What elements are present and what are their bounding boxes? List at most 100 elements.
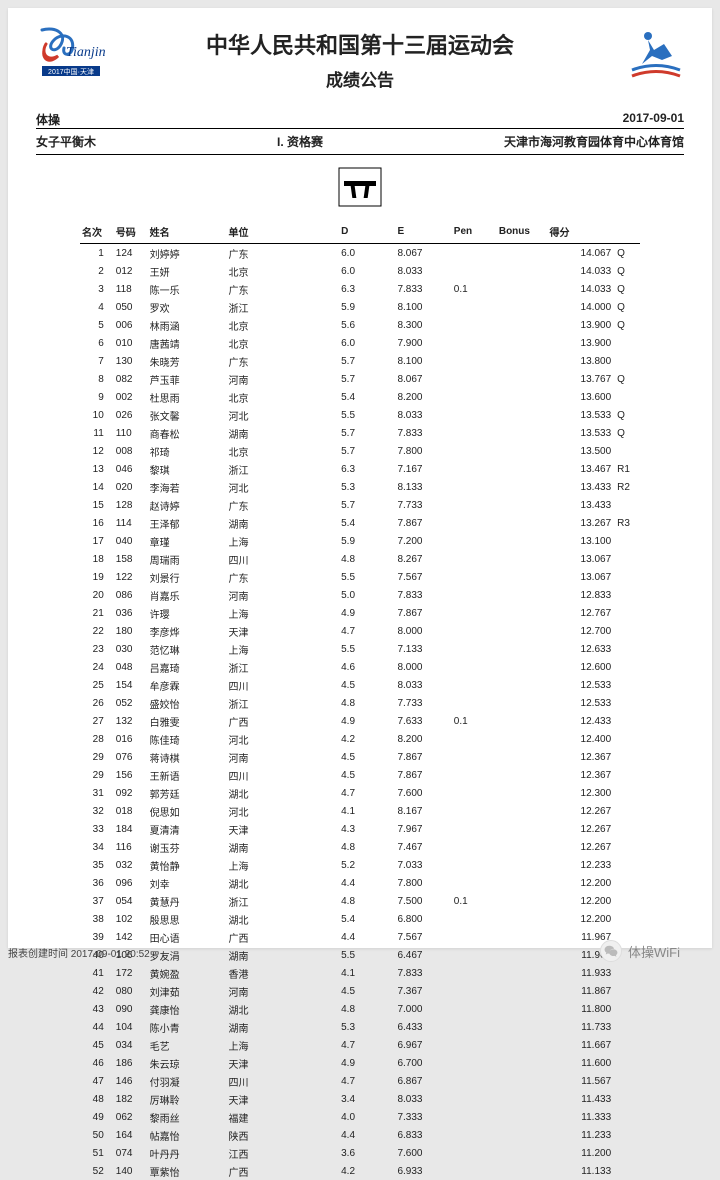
- cell-name: 田心语: [148, 928, 227, 946]
- cell-e: 8.133: [395, 478, 451, 496]
- cell-e: 8.033: [395, 676, 451, 694]
- cell-score: 12.233: [548, 856, 616, 874]
- cell-pen: [452, 604, 497, 622]
- cell-qual: [615, 586, 640, 604]
- cell-e: 7.333: [395, 1108, 451, 1126]
- cell-bonus: [497, 1036, 548, 1054]
- cell-bonus: [497, 1054, 548, 1072]
- cell-qual: [615, 892, 640, 910]
- cell-pen: [452, 622, 497, 640]
- cell-qual: Q: [615, 406, 640, 424]
- cell-name: 赵诗婷: [148, 496, 227, 514]
- cell-bib: 122: [114, 568, 148, 586]
- cell-unit: 四川: [226, 676, 339, 694]
- cell-bib: 080: [114, 982, 148, 1000]
- cell-rank: 49: [80, 1108, 114, 1126]
- cell-score: 11.233: [548, 1126, 616, 1144]
- cell-bib: 012: [114, 262, 148, 280]
- cell-d: 4.2: [339, 730, 395, 748]
- cell-score: 13.500: [548, 442, 616, 460]
- cell-qual: [615, 784, 640, 802]
- cell-e: 6.833: [395, 1126, 451, 1144]
- cell-rank: 15: [80, 496, 114, 514]
- cell-bib: 124: [114, 244, 148, 263]
- col-e: E: [395, 220, 451, 244]
- cell-bib: 110: [114, 424, 148, 442]
- cell-bib: 050: [114, 298, 148, 316]
- cell-name: 蒋诗棋: [148, 748, 227, 766]
- cell-qual: R3: [615, 514, 640, 532]
- cell-d: 4.8: [339, 550, 395, 568]
- cell-pen: [452, 1108, 497, 1126]
- cell-rank: 26: [80, 694, 114, 712]
- cell-rank: 34: [80, 838, 114, 856]
- cell-e: 8.067: [395, 244, 451, 263]
- cell-unit: 湖北: [226, 784, 339, 802]
- table-row: 37054黄慧丹浙江4.87.5000.112.200: [80, 892, 640, 910]
- cell-rank: 51: [80, 1144, 114, 1162]
- cell-name: 商春松: [148, 424, 227, 442]
- table-row: 7130朱晓芳广东5.78.10013.800: [80, 352, 640, 370]
- cell-bib: 054: [114, 892, 148, 910]
- cell-qual: [615, 964, 640, 982]
- cell-pen: [452, 658, 497, 676]
- cell-unit: 河北: [226, 478, 339, 496]
- cell-score: 12.267: [548, 820, 616, 838]
- table-row: 35032黄怡静上海5.27.03312.233: [80, 856, 640, 874]
- cell-name: 谢玉芬: [148, 838, 227, 856]
- cell-e: 6.467: [395, 946, 451, 964]
- cell-unit: 广东: [226, 352, 339, 370]
- cell-score: 13.767: [548, 370, 616, 388]
- cell-score: 13.600: [548, 388, 616, 406]
- cell-unit: 上海: [226, 532, 339, 550]
- cell-bonus: [497, 1144, 548, 1162]
- cell-pen: [452, 1144, 497, 1162]
- table-row: 19122刘景行广东5.57.56713.067: [80, 568, 640, 586]
- table-row: 4050罗欢浙江5.98.10014.000Q: [80, 298, 640, 316]
- cell-name: 白雅雯: [148, 712, 227, 730]
- cell-qual: Q: [615, 280, 640, 298]
- cell-qual: R2: [615, 478, 640, 496]
- cell-rank: 23: [80, 640, 114, 658]
- cell-qual: Q: [615, 424, 640, 442]
- cell-bonus: [497, 532, 548, 550]
- cell-name: 黎雨丝: [148, 1108, 227, 1126]
- cell-unit: 天津: [226, 820, 339, 838]
- cell-rank: 44: [80, 1018, 114, 1036]
- cell-e: 7.733: [395, 694, 451, 712]
- cell-name: 王妍: [148, 262, 227, 280]
- cell-bib: 116: [114, 838, 148, 856]
- cell-unit: 河南: [226, 748, 339, 766]
- cell-bonus: [497, 406, 548, 424]
- cell-rank: 10: [80, 406, 114, 424]
- cell-score: 14.033: [548, 280, 616, 298]
- cell-bib: 154: [114, 676, 148, 694]
- watermark: 体操WiFi: [600, 940, 680, 962]
- cell-bonus: [497, 568, 548, 586]
- cell-e: 7.633: [395, 712, 451, 730]
- table-row: 17040章瑾上海5.97.20013.100: [80, 532, 640, 550]
- cell-unit: 湖北: [226, 1000, 339, 1018]
- cell-bonus: [497, 730, 548, 748]
- cell-qual: [615, 1036, 640, 1054]
- cell-pen: [452, 1054, 497, 1072]
- meta-row-1: 体操 2017-09-01: [36, 111, 684, 128]
- cell-bonus: [497, 622, 548, 640]
- cell-pen: [452, 1126, 497, 1144]
- cell-bib: 036: [114, 604, 148, 622]
- cell-e: 8.033: [395, 262, 451, 280]
- cell-e: 7.600: [395, 784, 451, 802]
- cell-name: 李彦烨: [148, 622, 227, 640]
- cell-d: 4.5: [339, 748, 395, 766]
- cell-rank: 41: [80, 964, 114, 982]
- cell-d: 5.2: [339, 856, 395, 874]
- col-d: D: [339, 220, 395, 244]
- col-bib: 号码: [114, 220, 148, 244]
- cell-rank: 8: [80, 370, 114, 388]
- cell-name: 王新语: [148, 766, 227, 784]
- cell-d: 4.4: [339, 928, 395, 946]
- cell-rank: 3: [80, 280, 114, 298]
- cell-bonus: [497, 334, 548, 352]
- cell-name: 帖嘉怡: [148, 1126, 227, 1144]
- cell-name: 王泽郁: [148, 514, 227, 532]
